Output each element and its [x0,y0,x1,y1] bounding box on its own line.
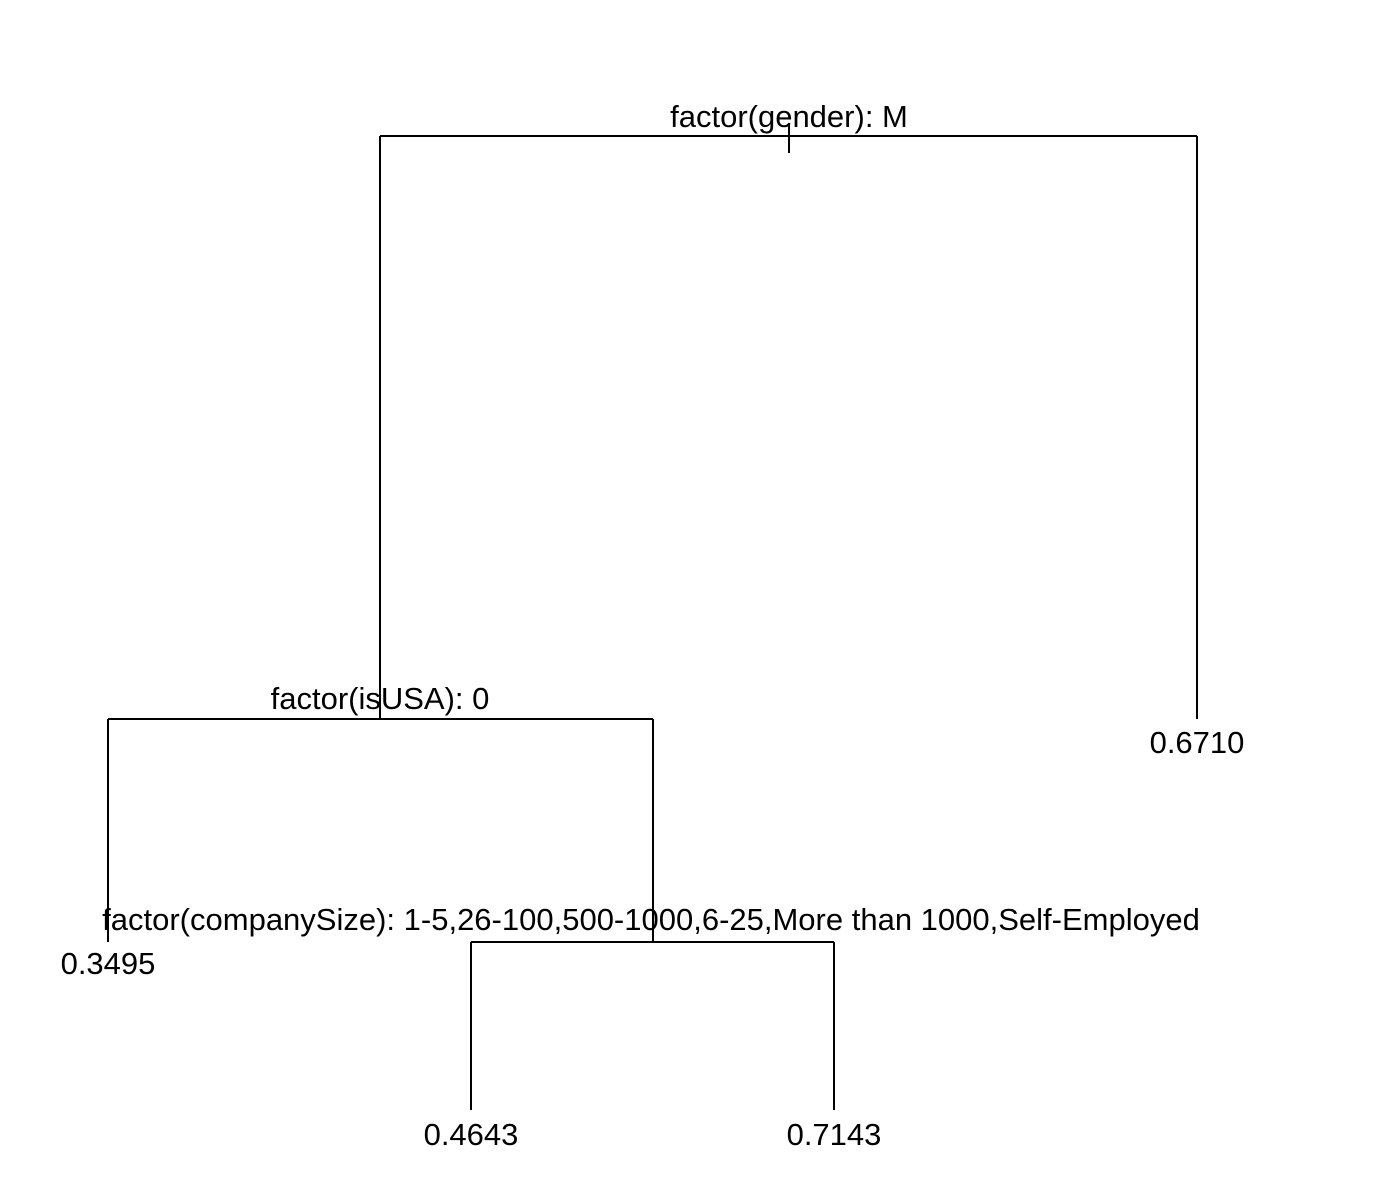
leaf-value-gender-right: 0.6710 [1150,725,1245,760]
inner-split-node: factor(companySize): 1-5,26-100,500-1000… [102,902,1200,1110]
inner-split-label: factor(companySize): 1-5,26-100,500-1000… [102,902,1200,937]
left-split-label: factor(isUSA): 0 [271,681,490,716]
root-split-label: factor(gender): M [670,99,908,134]
leaf-value-usa-zero: 0.3495 [61,946,156,981]
leaf-value-company-size-right: 0.7143 [787,1117,882,1152]
root-split-node: factor(gender): M [379,99,1198,719]
left-split-node: factor(isUSA): 0 [107,681,654,942]
leaf-value-company-size-left: 0.4643 [424,1117,519,1152]
